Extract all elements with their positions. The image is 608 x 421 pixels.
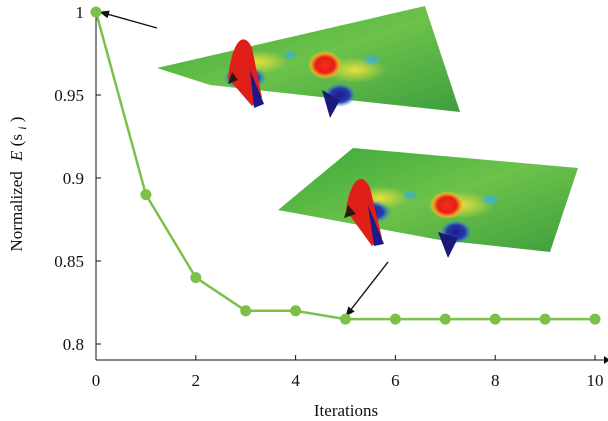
- data-point: [140, 189, 152, 201]
- y-axis-title-arg: (s: [7, 134, 26, 146]
- y-ticks: 0.8 0.85 0.9 0.95 1: [54, 3, 101, 354]
- y-tick-label: 0.95: [54, 86, 84, 105]
- y-tick-label: 0.9: [63, 169, 84, 188]
- annotation-arrow-converged: [345, 261, 389, 317]
- data-point: [389, 313, 401, 325]
- x-tick-label: 10: [587, 371, 604, 390]
- y-axis-title-prefix: Normalized: [7, 171, 26, 252]
- x-ticks: 0 2 4 6 8 10: [92, 355, 604, 390]
- x-tick-label: 8: [491, 371, 500, 390]
- y-axis-title-symbol: E: [7, 150, 26, 162]
- data-point: [489, 313, 501, 325]
- data-point: [340, 313, 351, 325]
- y-tick-label: 0.8: [63, 335, 84, 354]
- data-point: [240, 305, 252, 317]
- inset-surface-converged: [278, 148, 578, 258]
- inset-surface-initial: [157, 6, 460, 118]
- x-tick-label: 2: [192, 371, 201, 390]
- data-point: [90, 6, 102, 18]
- y-tick-label: 1: [76, 3, 85, 22]
- data-point: [290, 305, 302, 317]
- y-axis-title-close: ): [7, 117, 26, 123]
- data-point: [539, 313, 551, 325]
- x-axis-title: Iterations: [314, 401, 378, 420]
- x-axis-arrow-icon: [604, 356, 608, 364]
- annotation-arrow-initial: [99, 10, 158, 29]
- y-axis-title-sub: i: [15, 126, 29, 129]
- series-normalized-energy: [90, 6, 601, 325]
- data-point: [589, 313, 601, 325]
- x-tick-label: 6: [391, 371, 400, 390]
- x-tick-label: 0: [92, 371, 101, 390]
- y-axis-title: Normalized E (s i ): [7, 117, 30, 252]
- data-point: [190, 272, 202, 284]
- x-tick-label: 4: [291, 371, 300, 390]
- data-point: [439, 313, 451, 325]
- y-tick-label: 0.85: [54, 252, 84, 271]
